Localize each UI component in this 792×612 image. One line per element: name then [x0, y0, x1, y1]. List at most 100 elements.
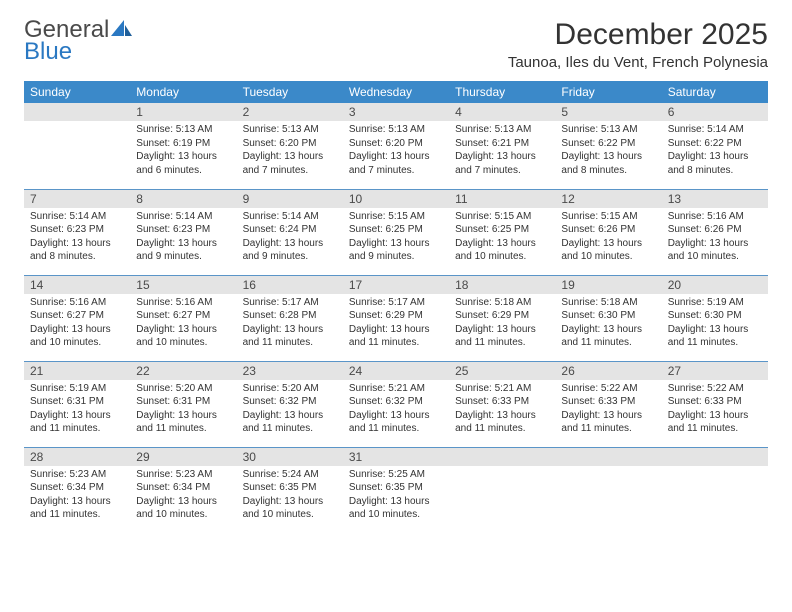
sunrise-text: Sunrise: 5:13 AM	[455, 123, 549, 137]
daylight-text: Daylight: 13 hours and 9 minutes.	[349, 237, 443, 264]
sunrise-text: Sunrise: 5:13 AM	[561, 123, 655, 137]
day-number: 23	[237, 362, 343, 380]
day-details: Sunrise: 5:15 AMSunset: 6:25 PMDaylight:…	[449, 208, 555, 268]
day-details: Sunrise: 5:16 AMSunset: 6:26 PMDaylight:…	[662, 208, 768, 268]
day-details: Sunrise: 5:13 AMSunset: 6:20 PMDaylight:…	[343, 121, 449, 181]
header: GeneralBlue December 2025 Taunoa, Iles d…	[24, 18, 768, 71]
daylight-text: Daylight: 13 hours and 9 minutes.	[243, 237, 337, 264]
day-number: 28	[24, 448, 130, 466]
weekday-tuesday: Tuesday	[237, 81, 343, 103]
daylight-text: Daylight: 13 hours and 10 minutes.	[243, 495, 337, 522]
calendar-cell: 9Sunrise: 5:14 AMSunset: 6:24 PMDaylight…	[237, 189, 343, 275]
calendar-cell: 26Sunrise: 5:22 AMSunset: 6:33 PMDayligh…	[555, 361, 661, 447]
daylight-text: Daylight: 13 hours and 11 minutes.	[455, 323, 549, 350]
day-number: 3	[343, 103, 449, 121]
weekday-thursday: Thursday	[449, 81, 555, 103]
day-number: 15	[130, 276, 236, 294]
sunrise-text: Sunrise: 5:22 AM	[668, 382, 762, 396]
daylight-text: Daylight: 13 hours and 8 minutes.	[668, 150, 762, 177]
day-number	[449, 448, 555, 466]
calendar-cell: 13Sunrise: 5:16 AMSunset: 6:26 PMDayligh…	[662, 189, 768, 275]
daylight-text: Daylight: 13 hours and 6 minutes.	[136, 150, 230, 177]
day-details: Sunrise: 5:22 AMSunset: 6:33 PMDaylight:…	[555, 380, 661, 440]
sunset-text: Sunset: 6:26 PM	[668, 223, 762, 237]
sunset-text: Sunset: 6:30 PM	[561, 309, 655, 323]
day-details: Sunrise: 5:13 AMSunset: 6:21 PMDaylight:…	[449, 121, 555, 181]
sail-icon	[111, 18, 133, 42]
calendar-cell: 5Sunrise: 5:13 AMSunset: 6:22 PMDaylight…	[555, 103, 661, 189]
logo-text-blue: Blue	[24, 40, 133, 64]
sunset-text: Sunset: 6:24 PM	[243, 223, 337, 237]
daylight-text: Daylight: 13 hours and 10 minutes.	[349, 495, 443, 522]
calendar-cell: 10Sunrise: 5:15 AMSunset: 6:25 PMDayligh…	[343, 189, 449, 275]
day-details: Sunrise: 5:24 AMSunset: 6:35 PMDaylight:…	[237, 466, 343, 526]
day-details: Sunrise: 5:20 AMSunset: 6:32 PMDaylight:…	[237, 380, 343, 440]
calendar-cell: 3Sunrise: 5:13 AMSunset: 6:20 PMDaylight…	[343, 103, 449, 189]
sunrise-text: Sunrise: 5:14 AM	[668, 123, 762, 137]
sunset-text: Sunset: 6:19 PM	[136, 137, 230, 151]
day-details: Sunrise: 5:19 AMSunset: 6:31 PMDaylight:…	[24, 380, 130, 440]
sunset-text: Sunset: 6:34 PM	[30, 481, 124, 495]
day-number: 26	[555, 362, 661, 380]
day-number: 22	[130, 362, 236, 380]
calendar-row: 21Sunrise: 5:19 AMSunset: 6:31 PMDayligh…	[24, 361, 768, 447]
day-number: 6	[662, 103, 768, 121]
sunset-text: Sunset: 6:21 PM	[455, 137, 549, 151]
day-details: Sunrise: 5:14 AMSunset: 6:22 PMDaylight:…	[662, 121, 768, 181]
weekday-friday: Friday	[555, 81, 661, 103]
day-number: 17	[343, 276, 449, 294]
calendar-cell: 20Sunrise: 5:19 AMSunset: 6:30 PMDayligh…	[662, 275, 768, 361]
calendar-cell: 18Sunrise: 5:18 AMSunset: 6:29 PMDayligh…	[449, 275, 555, 361]
calendar-cell: 17Sunrise: 5:17 AMSunset: 6:29 PMDayligh…	[343, 275, 449, 361]
day-details: Sunrise: 5:16 AMSunset: 6:27 PMDaylight:…	[130, 294, 236, 354]
sunrise-text: Sunrise: 5:25 AM	[349, 468, 443, 482]
calendar-cell: 27Sunrise: 5:22 AMSunset: 6:33 PMDayligh…	[662, 361, 768, 447]
sunrise-text: Sunrise: 5:14 AM	[30, 210, 124, 224]
day-number: 31	[343, 448, 449, 466]
day-number: 5	[555, 103, 661, 121]
sunrise-text: Sunrise: 5:17 AM	[349, 296, 443, 310]
sunrise-text: Sunrise: 5:20 AM	[136, 382, 230, 396]
day-details: Sunrise: 5:14 AMSunset: 6:23 PMDaylight:…	[24, 208, 130, 268]
daylight-text: Daylight: 13 hours and 10 minutes.	[136, 495, 230, 522]
sunrise-text: Sunrise: 5:15 AM	[455, 210, 549, 224]
daylight-text: Daylight: 13 hours and 7 minutes.	[243, 150, 337, 177]
day-number: 29	[130, 448, 236, 466]
day-number	[24, 103, 130, 121]
weekday-saturday: Saturday	[662, 81, 768, 103]
sunrise-text: Sunrise: 5:19 AM	[30, 382, 124, 396]
calendar-row: 1Sunrise: 5:13 AMSunset: 6:19 PMDaylight…	[24, 103, 768, 189]
day-number: 11	[449, 190, 555, 208]
calendar-cell: 15Sunrise: 5:16 AMSunset: 6:27 PMDayligh…	[130, 275, 236, 361]
sunset-text: Sunset: 6:25 PM	[455, 223, 549, 237]
daylight-text: Daylight: 13 hours and 7 minutes.	[349, 150, 443, 177]
daylight-text: Daylight: 13 hours and 11 minutes.	[243, 409, 337, 436]
calendar-cell: 28Sunrise: 5:23 AMSunset: 6:34 PMDayligh…	[24, 447, 130, 533]
daylight-text: Daylight: 13 hours and 8 minutes.	[30, 237, 124, 264]
daylight-text: Daylight: 13 hours and 11 minutes.	[30, 495, 124, 522]
day-details: Sunrise: 5:23 AMSunset: 6:34 PMDaylight:…	[24, 466, 130, 526]
day-details: Sunrise: 5:16 AMSunset: 6:27 PMDaylight:…	[24, 294, 130, 354]
sunrise-text: Sunrise: 5:15 AM	[561, 210, 655, 224]
day-number: 2	[237, 103, 343, 121]
weekday-monday: Monday	[130, 81, 236, 103]
calendar-cell: 19Sunrise: 5:18 AMSunset: 6:30 PMDayligh…	[555, 275, 661, 361]
sunset-text: Sunset: 6:33 PM	[561, 395, 655, 409]
day-details: Sunrise: 5:14 AMSunset: 6:24 PMDaylight:…	[237, 208, 343, 268]
calendar-cell: 8Sunrise: 5:14 AMSunset: 6:23 PMDaylight…	[130, 189, 236, 275]
title-block: December 2025 Taunoa, Iles du Vent, Fren…	[508, 18, 768, 71]
sunrise-text: Sunrise: 5:20 AM	[243, 382, 337, 396]
daylight-text: Daylight: 13 hours and 11 minutes.	[349, 409, 443, 436]
sunrise-text: Sunrise: 5:19 AM	[668, 296, 762, 310]
day-number	[555, 448, 661, 466]
day-number: 9	[237, 190, 343, 208]
sunrise-text: Sunrise: 5:17 AM	[243, 296, 337, 310]
daylight-text: Daylight: 13 hours and 11 minutes.	[455, 409, 549, 436]
day-number: 13	[662, 190, 768, 208]
daylight-text: Daylight: 13 hours and 10 minutes.	[455, 237, 549, 264]
daylight-text: Daylight: 13 hours and 10 minutes.	[136, 323, 230, 350]
sunset-text: Sunset: 6:34 PM	[136, 481, 230, 495]
sunset-text: Sunset: 6:31 PM	[30, 395, 124, 409]
calendar-cell	[449, 447, 555, 533]
daylight-text: Daylight: 13 hours and 11 minutes.	[30, 409, 124, 436]
